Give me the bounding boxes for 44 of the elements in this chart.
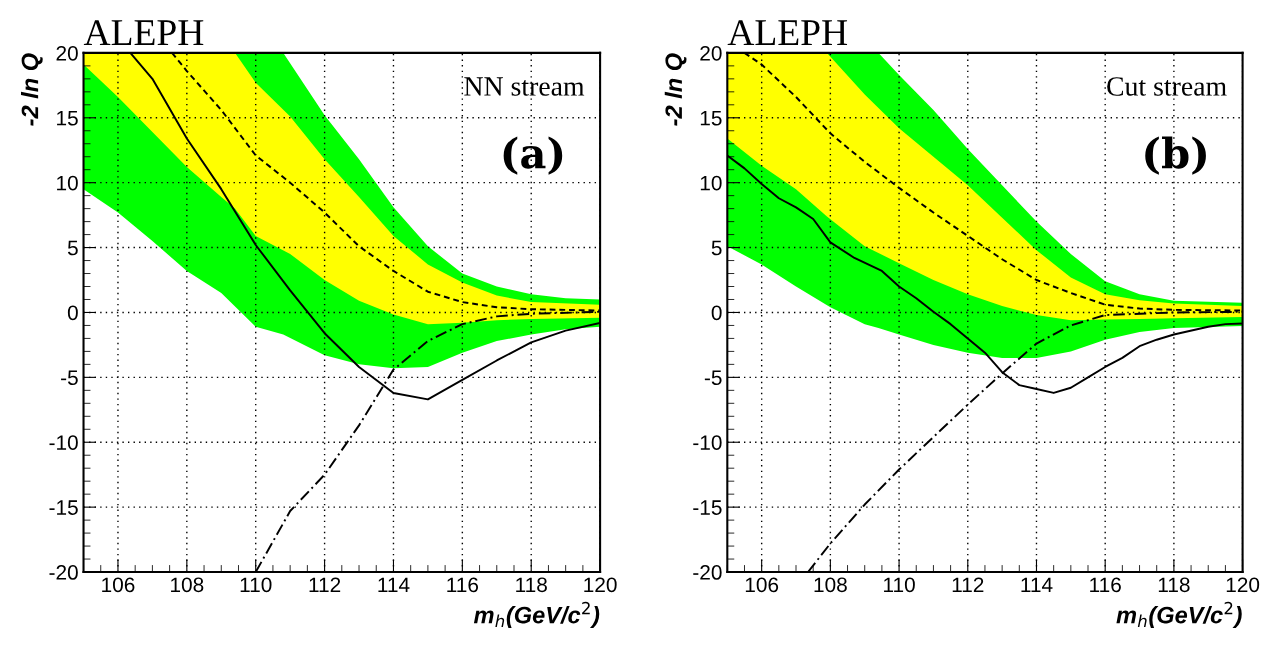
x-tick-label: 108 <box>814 577 847 593</box>
y-tick-label: 15 <box>700 111 722 126</box>
y-tick-label: 20 <box>56 45 78 61</box>
y-tick-label: -20 <box>693 565 722 580</box>
y-tick-label: -15 <box>693 500 722 515</box>
x-tick-label: 114 <box>378 577 410 592</box>
x-tick-label: 112 <box>952 577 984 592</box>
chart-title: ALEPH <box>83 20 204 45</box>
x-tick-label: 120 <box>1226 577 1260 593</box>
y-tick-label: 20 <box>700 45 722 61</box>
y-tick-label: -10 <box>49 435 78 450</box>
x-tick-label: 106 <box>102 577 135 593</box>
x-tick-label: 110 <box>240 577 272 593</box>
y-tick-label: -20 <box>49 565 78 580</box>
y-tick-label: -15 <box>49 500 78 515</box>
y-tick-label: 0 <box>711 305 722 321</box>
annotation: Cut stream <box>1107 77 1227 96</box>
y-tick-label: 10 <box>700 175 722 191</box>
x-tick-label: 116 <box>447 577 479 593</box>
x-tick-label: 114 <box>1021 577 1053 592</box>
annotation: NN stream <box>464 77 585 96</box>
y-tick-label: 0 <box>67 305 78 321</box>
y-axis-title: -2 ln Q <box>20 53 43 126</box>
x-tick-label: 108 <box>171 577 204 593</box>
x-tick-label: 118 <box>1158 577 1190 593</box>
y-tick-label: -5 <box>61 370 78 386</box>
x-tick-label: 118 <box>516 577 547 593</box>
y-axis-title: -2 ln Q <box>664 53 687 126</box>
y-tick-label: -10 <box>693 435 722 450</box>
chart-title: ALEPH <box>727 20 848 45</box>
x-axis-title: m$_{h}$(GeV/c$^{2}$) <box>1116 601 1242 629</box>
x-tick-label: 106 <box>745 577 779 593</box>
x-tick-label: 116 <box>1090 577 1121 593</box>
x-tick-label: 120 <box>584 577 617 593</box>
y-tick-label: 10 <box>57 175 78 191</box>
x-tick-label: 112 <box>309 577 341 592</box>
x-tick-label: 110 <box>884 577 915 593</box>
y-tick-label: -5 <box>704 370 722 386</box>
x-axis-title: m$_{h}$(GeV/c$^{2}$) <box>473 601 600 629</box>
annotation: (b) <box>1145 136 1206 175</box>
y-tick-label: 5 <box>711 240 722 256</box>
y-tick-label: 15 <box>57 111 78 126</box>
y-tick-label: 5 <box>67 240 78 256</box>
annotation: (a) <box>503 136 563 175</box>
